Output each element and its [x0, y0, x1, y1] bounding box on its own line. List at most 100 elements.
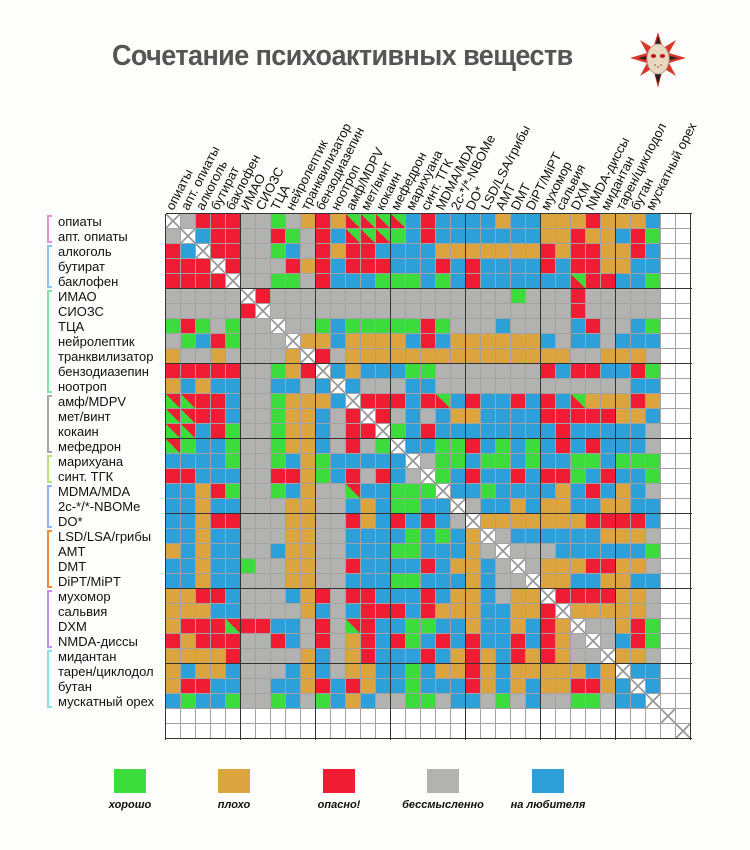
- cell-dangerous: [181, 274, 196, 289]
- cell-dangerous: [571, 304, 586, 319]
- cell-pointless: [646, 439, 661, 454]
- cell-good: [451, 454, 466, 469]
- cell-amateur: [226, 499, 241, 514]
- cell-good: [391, 574, 406, 589]
- cell-pointless: [241, 574, 256, 589]
- cell-bad: [301, 259, 316, 274]
- cell-bad: [601, 574, 616, 589]
- cell-amateur: [376, 544, 391, 559]
- cell-pointless: [526, 364, 541, 379]
- cell-dangerous: [361, 649, 376, 664]
- cell-amateur: [436, 559, 451, 574]
- cell-pointless: [241, 499, 256, 514]
- cell-good: [571, 469, 586, 484]
- cell-pointless: [601, 289, 616, 304]
- cell-pointless: [496, 574, 511, 589]
- cell-bad: [361, 514, 376, 529]
- cell-amateur: [421, 379, 436, 394]
- cell-dangerous: [571, 589, 586, 604]
- cell-empty: [676, 544, 691, 559]
- cell-pointless: [331, 559, 346, 574]
- group-divider-horizontal: [166, 513, 692, 514]
- cell-pointless: [256, 379, 271, 394]
- cell-amateur: [556, 259, 571, 274]
- cell-bad: [556, 349, 571, 364]
- cell-pointless: [271, 289, 286, 304]
- cell-dangerous: [211, 589, 226, 604]
- cell-bad: [571, 514, 586, 529]
- cell-bad: [511, 679, 526, 694]
- cell-pointless: [526, 559, 541, 574]
- cell-bad: [361, 334, 376, 349]
- cell-empty: [661, 259, 676, 274]
- cell-pointless: [241, 679, 256, 694]
- cell-pointless: [646, 424, 661, 439]
- cell-good: [271, 394, 286, 409]
- cell-amateur: [316, 604, 331, 619]
- cell-good: [646, 634, 661, 649]
- cell-dangerous: [601, 469, 616, 484]
- cell-amateur: [346, 274, 361, 289]
- cell-pointless: [256, 544, 271, 559]
- cell-amateur: [496, 604, 511, 619]
- cell-amateur: [316, 649, 331, 664]
- cell-pointless: [241, 409, 256, 424]
- cell-bad: [541, 214, 556, 229]
- cell-bad: [496, 214, 511, 229]
- cell-empty: [661, 634, 676, 649]
- cell-empty: [661, 424, 676, 439]
- cell-bad: [451, 559, 466, 574]
- cell-pointless: [271, 514, 286, 529]
- cell-amateur: [421, 679, 436, 694]
- cell-amateur: [376, 574, 391, 589]
- cell-pointless: [496, 304, 511, 319]
- cell-bad: [301, 469, 316, 484]
- cell-good: [271, 364, 286, 379]
- cell-empty: [661, 664, 676, 679]
- cell-good: [511, 289, 526, 304]
- cell-pointless: [541, 319, 556, 334]
- cell-empty: [481, 709, 496, 724]
- cell-pointless: [571, 379, 586, 394]
- cell-amateur: [616, 424, 631, 439]
- cell-dangerous: [361, 589, 376, 604]
- group-divider-horizontal: [166, 738, 692, 739]
- cell-amateur: [646, 499, 661, 514]
- cell-dangerous: [571, 679, 586, 694]
- cell-split-good-dangerous: [346, 214, 361, 229]
- cell-good: [421, 694, 436, 709]
- cell-amateur: [406, 259, 421, 274]
- cell-pointless: [241, 349, 256, 364]
- cell-dangerous: [346, 439, 361, 454]
- cell-bad: [346, 664, 361, 679]
- cell-pointless: [541, 289, 556, 304]
- cell-dangerous: [601, 559, 616, 574]
- cell-amateur: [496, 259, 511, 274]
- cell-diagonal: [526, 574, 541, 589]
- cell-amateur: [346, 574, 361, 589]
- cell-pointless: [271, 304, 286, 319]
- cell-bad: [646, 394, 661, 409]
- cell-amateur: [391, 649, 406, 664]
- cell-dangerous: [211, 274, 226, 289]
- cell-bad: [601, 259, 616, 274]
- cell-bad: [301, 559, 316, 574]
- cell-pointless: [361, 469, 376, 484]
- cell-amateur: [181, 244, 196, 259]
- cell-dangerous: [256, 619, 271, 634]
- cell-bad: [286, 439, 301, 454]
- cell-bad: [511, 619, 526, 634]
- cell-bad: [286, 499, 301, 514]
- cell-pointless: [256, 574, 271, 589]
- cell-bad: [556, 484, 571, 499]
- cell-bad: [181, 649, 196, 664]
- cell-dangerous: [316, 214, 331, 229]
- cell-dangerous: [466, 679, 481, 694]
- cell-amateur: [211, 574, 226, 589]
- cell-amateur: [421, 439, 436, 454]
- cell-bad: [286, 364, 301, 379]
- cell-bad: [391, 349, 406, 364]
- cell-split-good-dangerous: [571, 274, 586, 289]
- cell-empty: [571, 709, 586, 724]
- cell-bad: [631, 649, 646, 664]
